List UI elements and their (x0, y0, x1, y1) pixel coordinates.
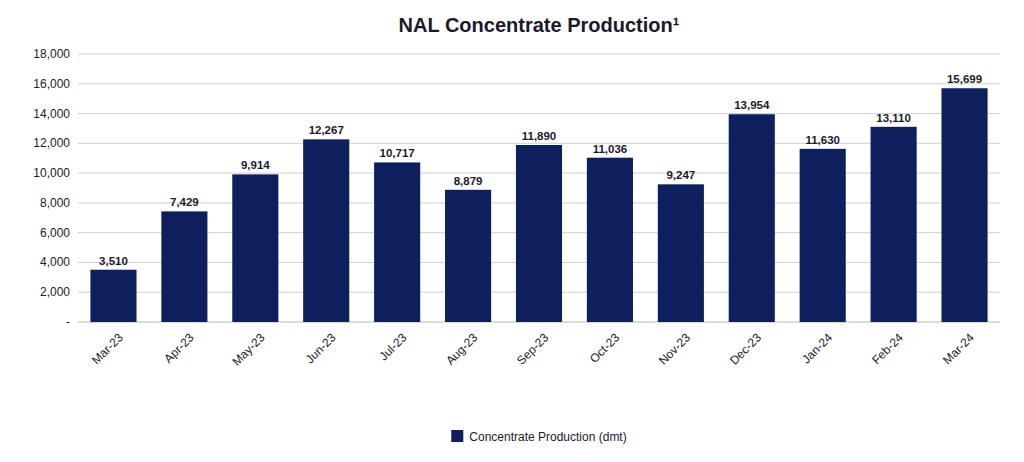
y-tick-label: 18,000 (33, 47, 70, 61)
x-tick-label: Mar-24 (940, 330, 977, 367)
x-tick-label: Oct-23 (587, 330, 623, 366)
x-tick-label: Dec-23 (727, 330, 764, 367)
data-label: 9,247 (666, 169, 695, 181)
x-tick-label: Jun-23 (303, 330, 339, 366)
bar (587, 158, 633, 322)
x-tick-label: Nov-23 (656, 330, 693, 367)
bar (516, 145, 562, 322)
x-tick-label: Apr-23 (161, 330, 197, 366)
bar (729, 114, 775, 322)
legend: Concentrate Production (dmt) (451, 430, 626, 444)
bar (658, 184, 704, 322)
bar (374, 162, 420, 322)
x-tick-label: Feb-24 (869, 330, 906, 367)
y-tick-label: 4,000 (40, 255, 70, 269)
data-label: 15,699 (947, 73, 982, 85)
chart-title: NAL Concentrate Production¹ (399, 14, 680, 36)
x-axis: Mar-23 Apr-23 May-23 Jun-23 Jul-23 Aug-23 Sep-… (89, 330, 977, 368)
y-tick-label: 12,000 (33, 136, 70, 150)
y-tick-label: 16,000 (33, 77, 70, 91)
y-tick-label: 2,000 (40, 285, 70, 299)
data-label: 8,879 (454, 175, 483, 187)
bar (871, 127, 917, 322)
data-label: 11,630 (805, 134, 840, 146)
x-tick-label: Sep-23 (514, 330, 551, 367)
bar (445, 190, 491, 322)
data-label: 13,110 (876, 112, 911, 124)
data-labels: 3,510 7,429 9,914 12,267 10,717 8,879 11,890 11… (99, 73, 982, 266)
x-tick-label: May-23 (229, 330, 267, 368)
y-tick-label: 14,000 (33, 107, 70, 121)
x-tick-label: Mar-23 (89, 330, 126, 367)
y-tick-label: - (66, 315, 70, 329)
legend-label: Concentrate Production (dmt) (469, 430, 626, 444)
grid-line (78, 143, 1000, 144)
y-tick-label: 6,000 (40, 226, 70, 240)
bar (303, 139, 349, 322)
x-tick-label: Aug-23 (443, 330, 480, 367)
bar (800, 149, 846, 322)
data-label: 11,036 (593, 143, 628, 155)
data-label: 7,429 (170, 196, 199, 208)
chart-svg: NAL Concentrate Production¹ - 2,000 4,000 6,… (0, 0, 1024, 462)
y-tick-label: 8,000 (40, 196, 70, 210)
grid-line (78, 54, 1000, 55)
x-tick-label: Jul-23 (376, 330, 409, 363)
bars (90, 88, 987, 322)
y-axis: - 2,000 4,000 6,000 8,000 10,000 12,000 14,000 1… (33, 47, 1000, 329)
bar (941, 88, 987, 322)
bar (90, 270, 136, 322)
data-label: 11,890 (522, 130, 557, 142)
grid-line (78, 83, 1000, 84)
data-label: 12,267 (309, 124, 344, 136)
data-label: 9,914 (241, 159, 270, 171)
grid-line (78, 113, 1000, 114)
bar (161, 211, 207, 322)
legend-swatch (451, 430, 463, 442)
data-label: 3,510 (99, 255, 128, 267)
data-label: 13,954 (734, 99, 770, 111)
y-tick-label: 10,000 (33, 166, 70, 180)
x-tick-label: Jan-24 (799, 330, 835, 366)
bar (232, 174, 278, 322)
chart-container: NAL Concentrate Production¹ - 2,000 4,000 6,… (0, 0, 1024, 462)
data-label: 10,717 (380, 147, 415, 159)
